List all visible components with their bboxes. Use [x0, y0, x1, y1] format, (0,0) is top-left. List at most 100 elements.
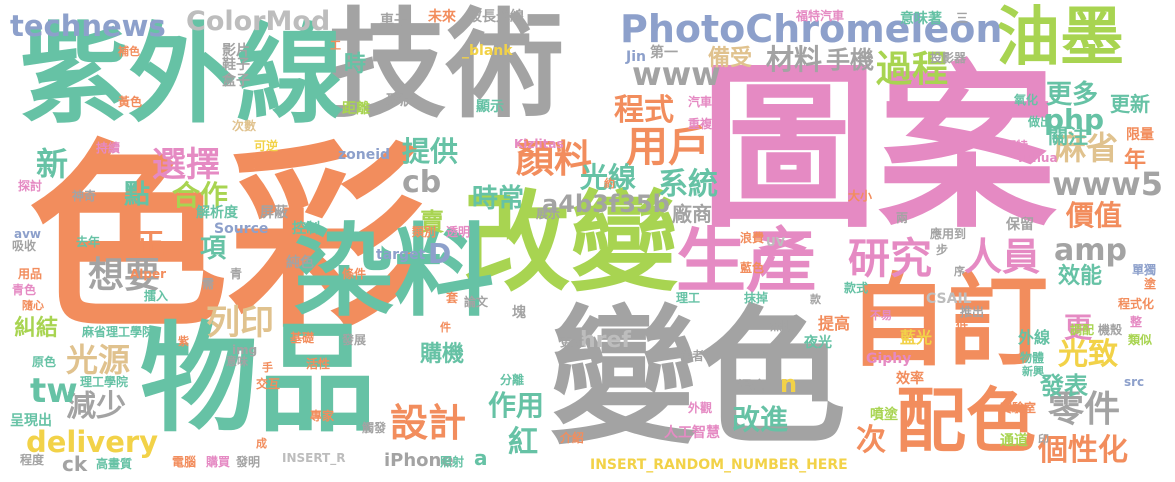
word-photochromeleon: PhotoChromeleon	[620, 7, 1003, 51]
word-tu-an: 圖案	[700, 45, 1056, 252]
word-xiao-neng: 效能	[1058, 264, 1103, 289]
word-yong-pin: 用品	[18, 267, 43, 281]
word-yong-hu: 用戶	[626, 122, 711, 171]
word-iphone: iPhone	[384, 450, 454, 471]
word-xuan-ze: 選擇	[152, 145, 220, 185]
word-zhan-shi: 展示	[536, 207, 561, 221]
word-qing: 青	[230, 267, 243, 281]
word-zheng: 正	[136, 227, 165, 260]
word-xian-shi: 顯示	[476, 99, 504, 115]
word-geng: 更	[1064, 311, 1093, 344]
word-xie-zi: 鞋子	[222, 57, 250, 73]
word-ma-sheng: 麻省	[1054, 129, 1119, 167]
word-jia-zhi: 價值	[1066, 199, 1123, 232]
word-pen-tu: 噴塗	[870, 407, 898, 423]
word-yuan-se: 原色	[32, 355, 57, 369]
word-chu-fa: 觸發	[362, 421, 387, 435]
word-lan-guang: 藍光	[900, 328, 933, 347]
word-guo-cheng: 過程	[876, 49, 949, 90]
word-gao-hua-zhi: 高畫質	[96, 457, 133, 471]
word-shi-chang: 時常	[472, 184, 525, 214]
word-alper: Alper	[130, 267, 167, 281]
word-liang: 兩	[896, 211, 909, 225]
word-ti-gong: 提供	[402, 135, 459, 168]
word-blank: _blank	[462, 43, 513, 59]
word-gou-mai: 購買	[206, 455, 231, 469]
word-qing-se: 青色	[12, 283, 37, 297]
word-xiao-lv: 效率	[896, 371, 924, 387]
word-a4b3f35b: a4b3f35b	[542, 190, 670, 218]
word-li-gong: 理工	[676, 291, 701, 305]
word-zuo-zhe: 作者	[680, 349, 705, 363]
word-lun-wen: 論文	[464, 295, 489, 309]
word-yang-hua: 氧化	[1014, 93, 1039, 107]
word-d: D	[428, 237, 452, 270]
word-li-gong-xue-yuan: 理工學院	[80, 375, 129, 389]
word-zhao-she: 照射	[440, 455, 465, 469]
word-fu-te: 福特	[1004, 139, 1029, 153]
word-uv: UV	[766, 235, 786, 249]
word-zi-ding: 自訂	[848, 263, 1048, 380]
word-mai: 賣	[420, 208, 444, 236]
word-yan-jiu: 研究	[848, 234, 933, 283]
word-ge-xing-hua: 個性化	[1038, 433, 1128, 468]
word-di-yi: 第一	[650, 45, 678, 61]
word-php: php	[1044, 103, 1105, 136]
word-source: Source	[214, 221, 269, 237]
word-jin: Jin	[626, 49, 646, 65]
word-guang-yuan: 光源	[66, 341, 131, 379]
word-zi-wai-xian: 紫外線	[20, 13, 345, 138]
word-zi: 紫	[178, 335, 189, 348]
word-xin-xing: 新興	[1022, 365, 1044, 378]
word-xi-shou: 吸收	[12, 239, 37, 253]
word-mo-diao: 抹掉	[744, 291, 769, 305]
word-sheng-chan: 生產	[676, 220, 816, 302]
word-ye-guang: 夜光	[804, 335, 832, 351]
word-fu-te-qi-che: 福特汽車	[796, 9, 845, 23]
word-kuai: 塊	[512, 305, 526, 321]
word-fa-ming: 發明	[236, 455, 261, 469]
word-bu-se: 補色	[118, 45, 140, 58]
word-ke-ni: 可逆	[254, 139, 279, 153]
word-nian: 年	[1124, 148, 1147, 173]
word-ji-ke: 機殼	[1098, 323, 1123, 337]
word-zoneid: zoneid	[338, 147, 391, 163]
word-xi-tong: 系統	[658, 167, 718, 202]
word-ma-sheng-li-gong-xue-yuan: 麻省理工學院	[82, 325, 155, 339]
word-you-mo: 油墨	[996, 1, 1124, 75]
word-www: www	[632, 55, 721, 93]
word-wu-xian: 無限	[770, 319, 795, 333]
word-geng-jin: 更近	[560, 335, 585, 349]
word-xu-2: 序	[954, 265, 965, 278]
word-lan-se: 藍色	[740, 261, 765, 275]
word-bian-se: 變色	[550, 292, 846, 464]
word-n: n	[780, 370, 798, 398]
word-ji-shu: 技術	[328, 0, 565, 134]
word-bei-shou: 備受	[708, 46, 753, 71]
word-tong-dao: 通道	[1000, 433, 1028, 449]
word-www5: www5	[1052, 165, 1163, 203]
word-xiang-yao: 想要	[88, 255, 161, 296]
word-geng-xin: 更新	[1110, 92, 1150, 116]
word-dan-du: 單獨	[1132, 263, 1157, 277]
word-cheng-xian-chu: 呈現出	[10, 413, 52, 429]
word-ling-jian: 零件	[1048, 389, 1121, 430]
word-chang-shang: 廠商	[672, 202, 712, 226]
word-amp: amp	[1054, 233, 1127, 268]
word-wai-guan: 外觀	[688, 401, 713, 415]
word-sui-xin: 隨心	[22, 299, 44, 312]
word-xu: 需	[202, 277, 215, 291]
word-lei-ru: 擂入	[144, 289, 169, 303]
word-ying-pian: 影片	[222, 43, 250, 59]
word-href: href	[580, 328, 632, 353]
word-ck: ck	[62, 452, 88, 476]
word-yi-wei: 意味	[226, 355, 248, 368]
word-wai-xian: 外線	[1018, 328, 1051, 347]
word-ji-chu: 基礎	[290, 331, 315, 345]
word-ren-gong-zhi-hui: 人工智慧	[664, 425, 720, 441]
word-jie-shao: 介紹	[560, 431, 585, 445]
word-che-zi: 車子	[380, 13, 408, 29]
word-xing-zhuang: 形狀	[386, 93, 414, 109]
word-wu-ti: 物體	[1020, 351, 1045, 365]
word-kuan-shi: 款式	[844, 281, 869, 295]
